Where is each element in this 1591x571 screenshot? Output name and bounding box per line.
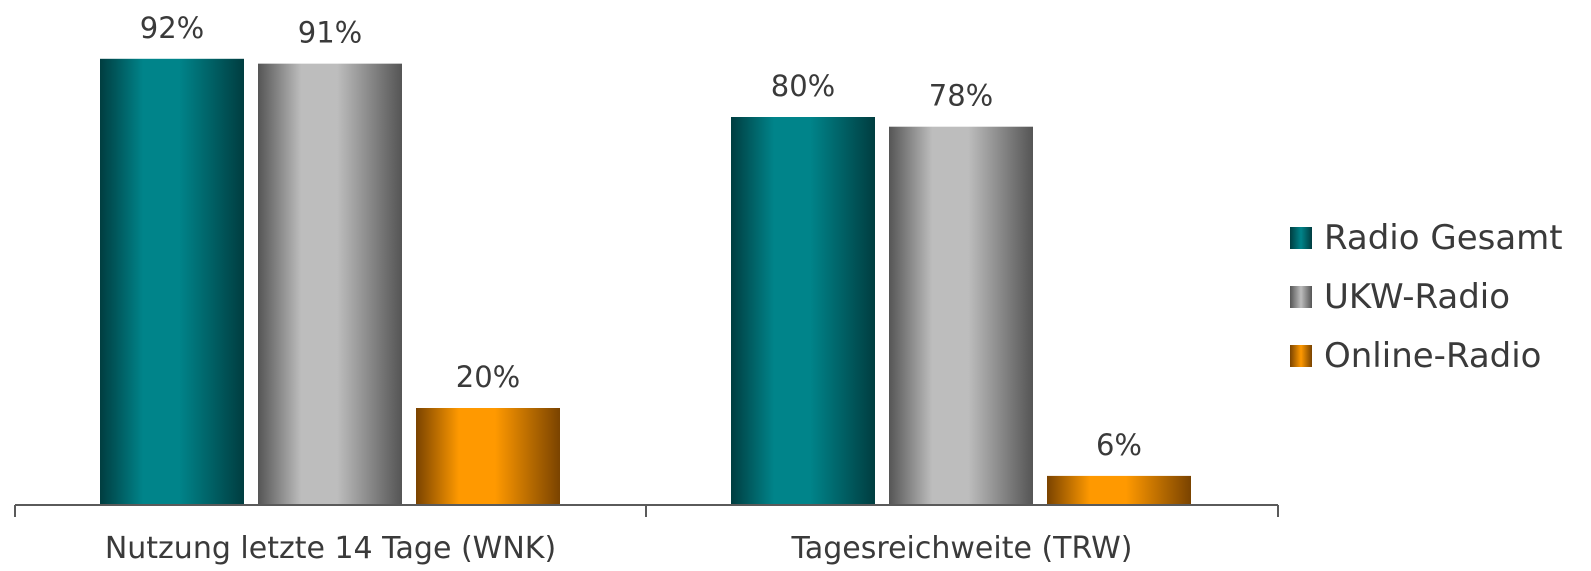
legend-item-radio-gesamt: Radio Gesamt xyxy=(1290,208,1563,267)
legend: Radio Gesamt UKW-Radio Online-Radio xyxy=(1290,208,1563,385)
legend-label-radio-gesamt: Radio Gesamt xyxy=(1324,217,1563,258)
data-label-ukw-radio-1: 91% xyxy=(298,16,362,50)
legend-label-online-radio: Online-Radio xyxy=(1324,335,1542,376)
data-label-radio-gesamt-1: 92% xyxy=(140,11,204,45)
bar-ukw-radio-1 xyxy=(258,63,402,506)
bars-group xyxy=(100,58,1191,506)
legend-item-online-radio: Online-Radio xyxy=(1290,326,1563,385)
data-label-online-radio-2: 6% xyxy=(1096,428,1142,462)
data-label-online-radio-1: 20% xyxy=(456,360,520,394)
x-tick-label-1: Nutzung letzte 14 Tage (WNK) xyxy=(105,531,556,566)
legend-swatch-radio-gesamt xyxy=(1290,226,1312,249)
x-axis: Nutzung letzte 14 Tage (WNK) Tagesreichwe… xyxy=(14,504,1279,566)
x-tick-label-2: Tagesreichweite (TRW) xyxy=(791,531,1133,566)
bar-radio-gesamt-1 xyxy=(100,58,244,506)
bar-online-radio-2 xyxy=(1047,475,1191,505)
legend-swatch-ukw-radio xyxy=(1290,285,1312,308)
labels-group: 92% 91% 20% 80% 78% 6% xyxy=(140,11,1142,462)
bar-ukw-radio-2 xyxy=(889,126,1033,505)
data-label-ukw-radio-2: 78% xyxy=(929,79,993,113)
bar-online-radio-1 xyxy=(416,408,560,505)
legend-swatch-online-radio xyxy=(1290,344,1312,367)
bar-radio-gesamt-2 xyxy=(731,117,875,505)
data-label-radio-gesamt-2: 80% xyxy=(771,69,835,103)
legend-item-ukw-radio: UKW-Radio xyxy=(1290,267,1563,326)
legend-label-ukw-radio: UKW-Radio xyxy=(1324,276,1511,317)
